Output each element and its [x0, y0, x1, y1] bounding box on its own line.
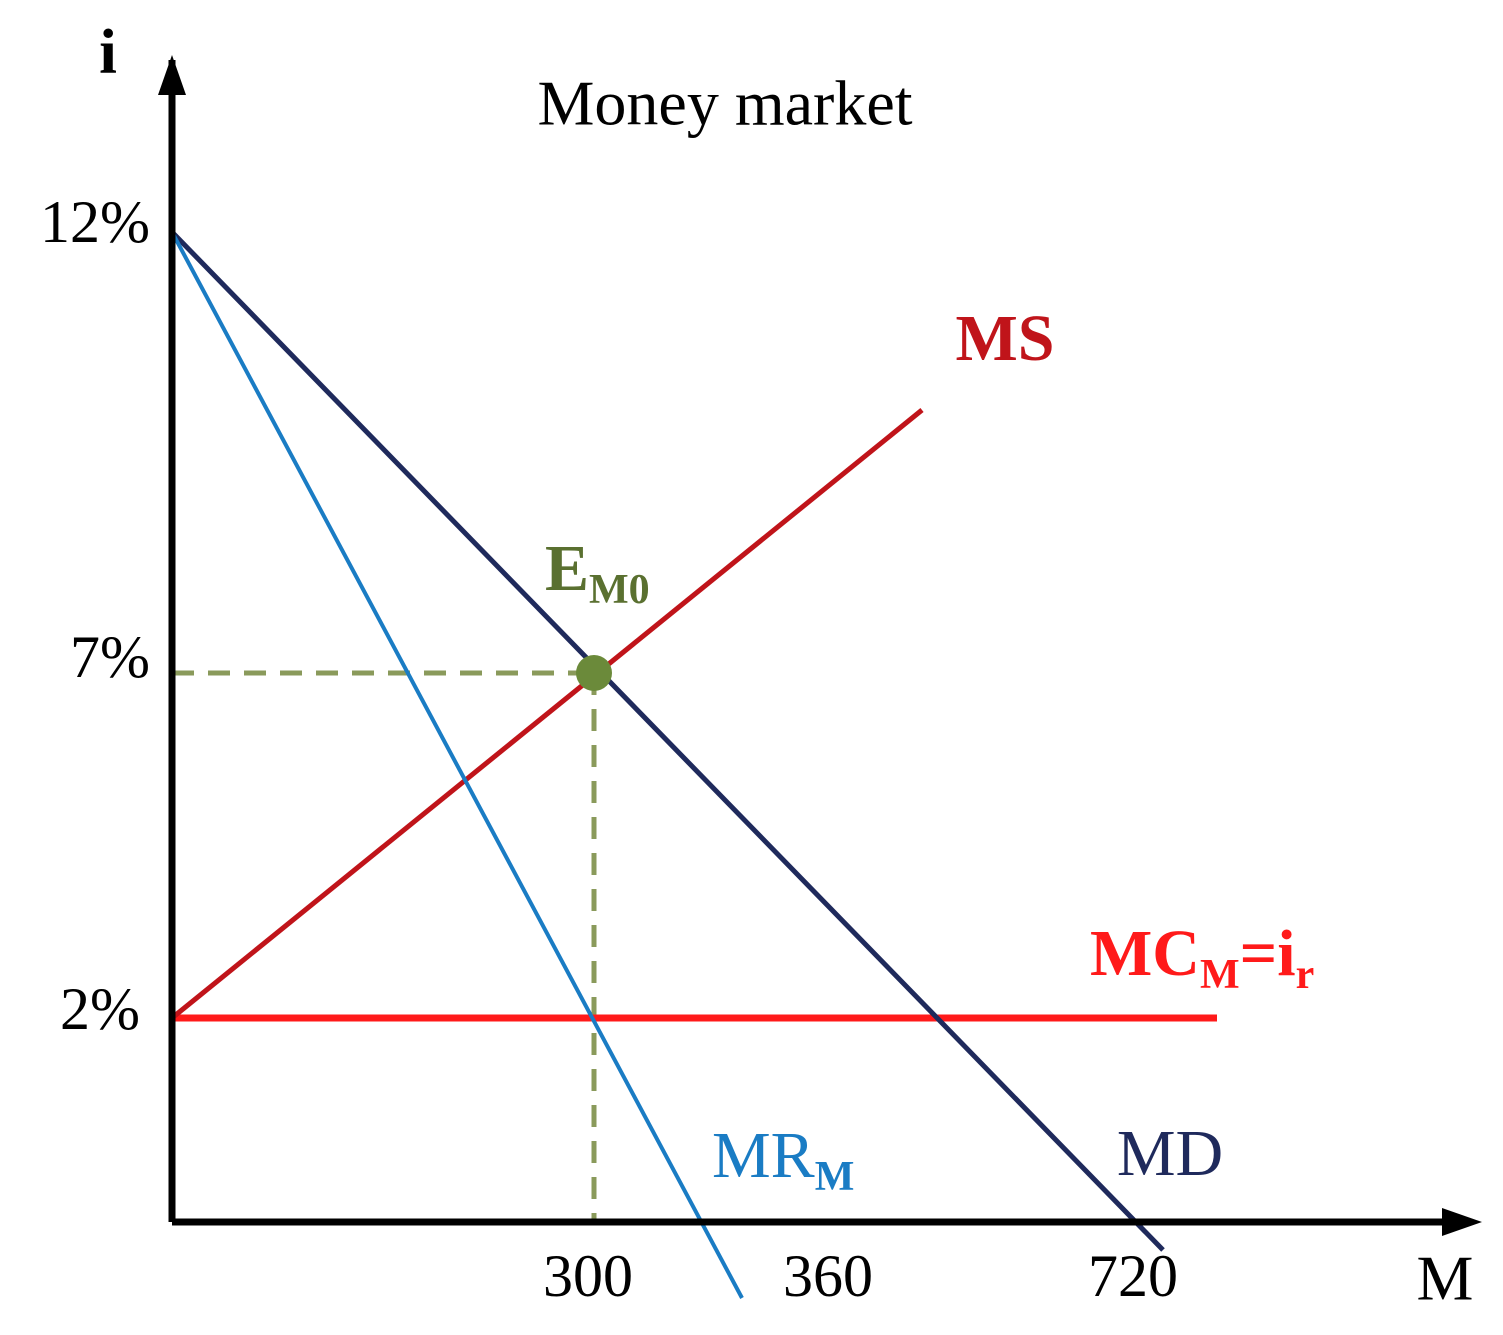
- ms-curve: [170, 408, 924, 1020]
- x-tick-label: 360: [783, 1243, 873, 1309]
- equilibrium-point: [576, 655, 612, 691]
- x-tick-label: 300: [543, 1243, 633, 1309]
- mc-label: MCM=ir: [1090, 917, 1314, 998]
- mr-sub: M: [815, 1154, 855, 1200]
- y-axis-arrow: [158, 55, 186, 95]
- eq-sub: M0: [589, 567, 650, 613]
- x-tick-label: 720: [1088, 1243, 1178, 1309]
- mc-main2: =i: [1240, 917, 1296, 990]
- mr-curve: [170, 231, 744, 1299]
- mc-main: MC: [1090, 917, 1200, 990]
- eq-main: E: [545, 532, 589, 605]
- md-label: MD: [1117, 1117, 1223, 1190]
- y-tick-label: 12%: [40, 189, 150, 255]
- mc-sub2: r: [1296, 952, 1315, 998]
- equilibrium-label: EM0: [545, 532, 650, 613]
- ms-label: MS: [956, 302, 1055, 375]
- y-axis-label: i: [99, 16, 117, 87]
- md-curve: [170, 230, 1165, 1252]
- mc-sub: M: [1200, 952, 1240, 998]
- y-tick-label: 2%: [60, 976, 140, 1042]
- x-axis-label: M: [1417, 1243, 1474, 1314]
- mr-label: MRM: [712, 1119, 854, 1200]
- title: Money market: [538, 68, 913, 139]
- x-axis-arrow: [1442, 1208, 1482, 1236]
- y-tick-label: 7%: [70, 624, 150, 690]
- mr-main: MR: [712, 1119, 815, 1192]
